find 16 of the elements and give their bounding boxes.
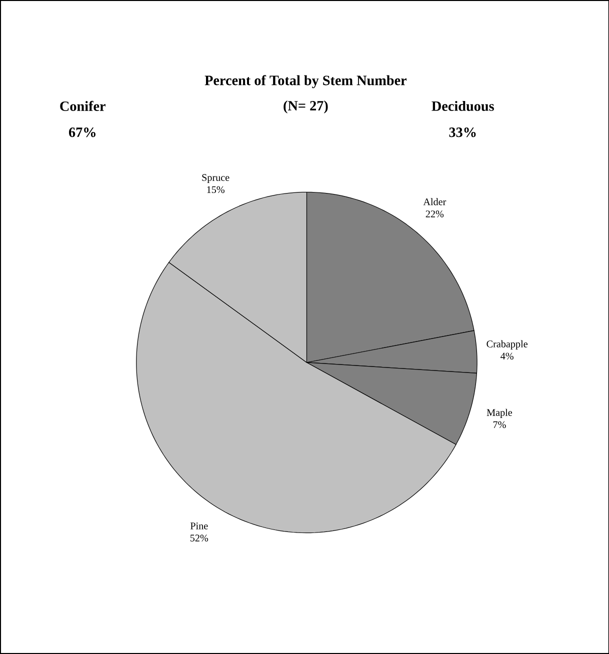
chart-title: Percent of Total by Stem Number <box>204 75 406 88</box>
slice-label: Maple <box>486 408 512 418</box>
chart-subtitle: (N= 27) <box>283 100 328 114</box>
data-label: 22% <box>426 210 444 218</box>
data-label: 52% <box>190 534 208 542</box>
text: 33% <box>449 128 476 138</box>
slice-label: Crabapple <box>486 340 528 350</box>
text: 67% <box>68 128 96 138</box>
text: Conifer <box>60 100 106 112</box>
data-label: 4% <box>500 352 514 360</box>
slice-label: Alder <box>423 198 446 206</box>
slice-label: Spruce <box>202 174 230 183</box>
data-label: 7% <box>493 421 506 428</box>
slice-label: Pine <box>190 522 208 530</box>
data-label: 15% <box>207 186 224 194</box>
text: Deciduous <box>432 100 494 111</box>
